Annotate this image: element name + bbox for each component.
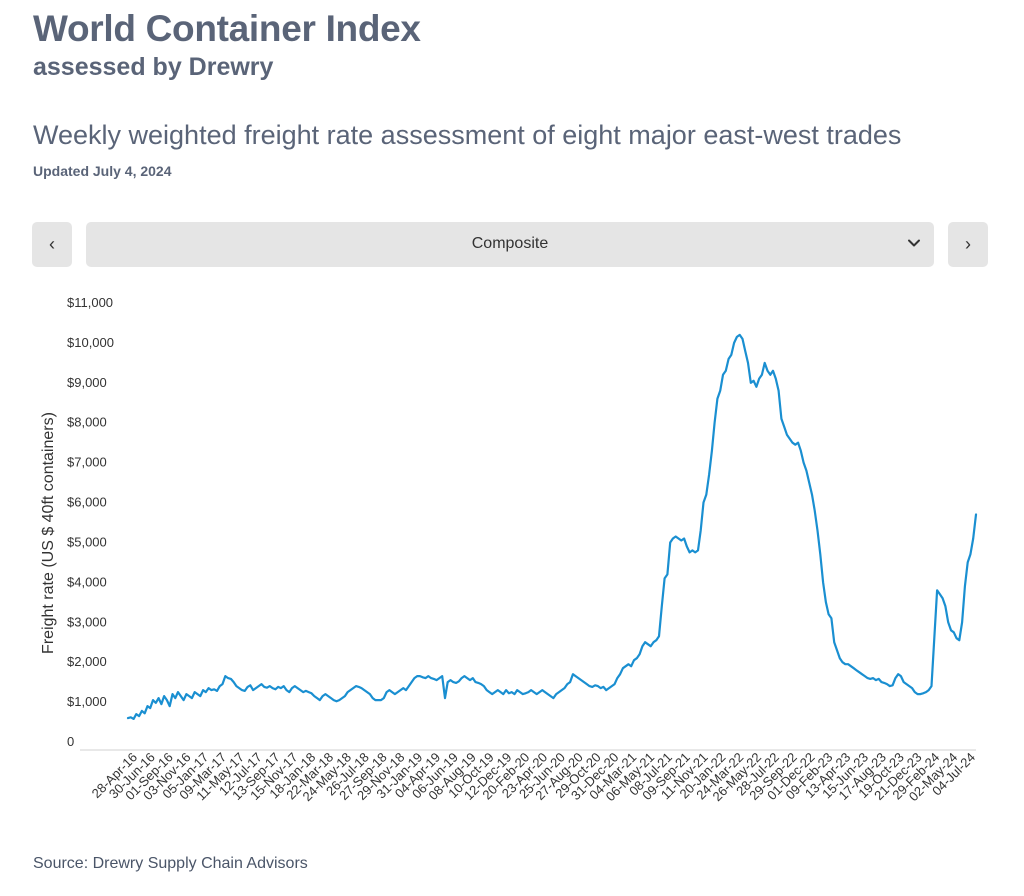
y-tick-label: $2,000 xyxy=(67,654,107,669)
y-tick-label: $1,000 xyxy=(67,694,107,709)
series-select[interactable]: Composite xyxy=(86,222,934,267)
next-button[interactable]: › xyxy=(948,222,988,267)
series-select-value: Composite xyxy=(471,235,549,252)
chart-title: World Container Index xyxy=(33,8,421,49)
chart-heading: Weekly weighted freight rate assessment … xyxy=(33,120,902,150)
y-axis-label: Freight rate (US $ 40ft containers) xyxy=(40,412,57,654)
series-line-composite xyxy=(126,333,978,720)
y-tick-label: $6,000 xyxy=(67,495,107,510)
updated-date: Updated July 4, 2024 xyxy=(33,163,172,179)
y-tick-label: $8,000 xyxy=(67,415,107,430)
chart-subtitle: assessed by Drewry xyxy=(33,53,274,81)
previous-button[interactable]: ‹ xyxy=(32,222,72,267)
chevron-right-icon: › xyxy=(965,234,971,254)
y-tick-label: $3,000 xyxy=(67,614,107,629)
y-tick-label: $5,000 xyxy=(67,534,107,549)
chevron-left-icon: ‹ xyxy=(49,234,55,254)
y-tick-label: $9,000 xyxy=(67,375,107,390)
source-note: Source: Drewry Supply Chain Advisors xyxy=(33,855,308,872)
y-tick-label: $7,000 xyxy=(67,455,107,470)
freight-rate-chart: Freight rate (US $ 40ft containers) 0 $1,… xyxy=(40,295,978,804)
y-tick-label: $10,000 xyxy=(67,335,114,350)
chevron-down-icon xyxy=(908,239,920,247)
y-tick-label: $11,000 xyxy=(67,295,113,310)
y-tick-label: 0 xyxy=(67,734,74,749)
y-tick-label: $4,000 xyxy=(67,574,107,589)
